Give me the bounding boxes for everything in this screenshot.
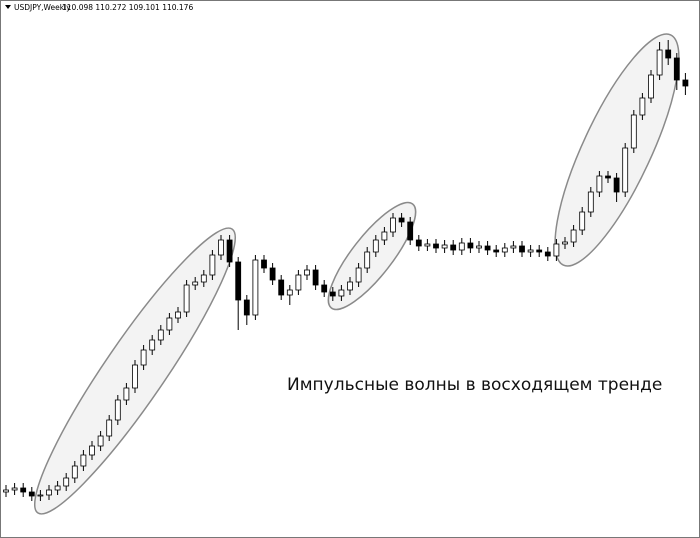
candle-body bbox=[527, 249, 534, 253]
candle-body bbox=[149, 339, 156, 351]
candle-body bbox=[587, 191, 594, 213]
candle-body bbox=[613, 177, 620, 193]
candle-body bbox=[175, 311, 181, 319]
candle-body bbox=[329, 291, 336, 297]
candle-body bbox=[355, 267, 362, 283]
candle-body bbox=[407, 221, 414, 241]
menu-triangle[interactable] bbox=[5, 5, 11, 9]
candle-body bbox=[80, 454, 87, 467]
quote-label: 110.098 110.272 109.101 110.176 bbox=[62, 3, 193, 12]
candle-body bbox=[106, 419, 113, 437]
candle-body bbox=[209, 254, 216, 276]
candle-body bbox=[665, 49, 672, 59]
candle-body bbox=[673, 57, 680, 81]
candle-body bbox=[519, 245, 525, 253]
candle-body bbox=[261, 259, 267, 269]
candle-body bbox=[114, 399, 121, 421]
candle-body bbox=[132, 364, 138, 389]
candle-body bbox=[20, 487, 27, 493]
candle-body bbox=[11, 487, 18, 491]
candle-body bbox=[37, 494, 44, 497]
candle-body bbox=[562, 241, 568, 245]
candle-body bbox=[89, 445, 95, 456]
candle-body bbox=[3, 489, 9, 493]
candle-body bbox=[484, 245, 491, 251]
candle-body bbox=[415, 239, 422, 247]
candle-body bbox=[218, 239, 224, 256]
candle-body bbox=[458, 242, 465, 251]
candle-body bbox=[467, 242, 474, 249]
candles bbox=[3, 40, 689, 501]
candle-body bbox=[28, 491, 35, 497]
candle-body bbox=[544, 251, 551, 257]
candle-body bbox=[433, 243, 439, 249]
candle-body bbox=[166, 317, 173, 331]
candle-body bbox=[553, 243, 560, 257]
candle-body bbox=[450, 244, 457, 251]
candle-body bbox=[398, 217, 405, 223]
candle-body bbox=[226, 239, 233, 263]
candle-body bbox=[682, 79, 689, 87]
candle-body bbox=[321, 284, 328, 293]
candle-body bbox=[278, 279, 285, 296]
candle-body bbox=[476, 245, 482, 249]
candle-body bbox=[269, 267, 276, 281]
candle-body bbox=[493, 249, 500, 253]
annotation: Импульсные волны в восходящем тренде bbox=[287, 375, 662, 395]
candle-body bbox=[304, 269, 310, 276]
candle-body bbox=[295, 274, 302, 291]
candle-body bbox=[54, 485, 61, 491]
candle-body bbox=[372, 239, 379, 253]
candle-body bbox=[441, 244, 448, 249]
candle-body bbox=[192, 281, 199, 286]
symbol-label: USDJPY,Weekly bbox=[14, 3, 71, 12]
candle-body bbox=[648, 74, 654, 99]
candle-body bbox=[71, 465, 78, 479]
candle-body bbox=[596, 175, 603, 193]
wave-ellipse bbox=[554, 33, 680, 267]
candle-body bbox=[622, 147, 629, 193]
candle-body bbox=[536, 249, 543, 253]
candle-body bbox=[630, 114, 637, 149]
candle-body bbox=[97, 435, 104, 447]
candle-body bbox=[252, 259, 259, 316]
candle-body bbox=[140, 349, 147, 366]
candle-body bbox=[243, 299, 250, 316]
candle-body bbox=[639, 97, 646, 116]
candle-body bbox=[235, 261, 242, 301]
candle-body bbox=[605, 175, 611, 179]
candle-body bbox=[286, 289, 293, 296]
candle-body bbox=[63, 477, 70, 487]
candle-body bbox=[570, 229, 577, 243]
candle-body bbox=[338, 289, 345, 297]
candle-body bbox=[390, 217, 396, 233]
candle-body bbox=[183, 284, 190, 313]
candle-body bbox=[381, 231, 388, 241]
candle-body bbox=[424, 243, 431, 247]
candle-body bbox=[364, 251, 371, 269]
candle-body bbox=[347, 281, 353, 291]
candle-body bbox=[656, 49, 663, 76]
candle-body bbox=[123, 387, 130, 401]
candle-body bbox=[312, 269, 319, 286]
candle-body bbox=[510, 245, 517, 249]
candle-body bbox=[579, 211, 586, 231]
candle-body bbox=[157, 329, 164, 341]
candle-body bbox=[501, 247, 508, 253]
candle-body bbox=[46, 489, 52, 496]
candle-body bbox=[200, 274, 207, 283]
